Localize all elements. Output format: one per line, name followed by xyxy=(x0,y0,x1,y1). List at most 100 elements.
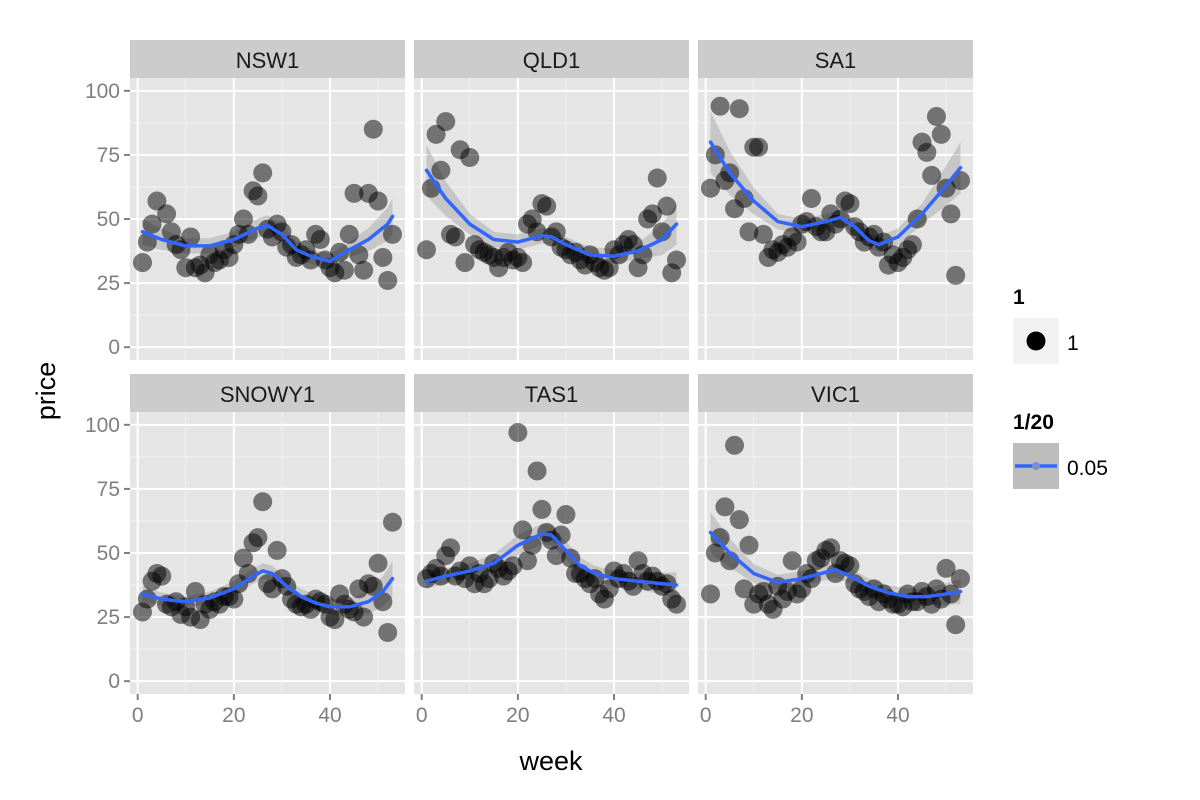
data-point xyxy=(551,525,571,545)
y-tick-label: 0 xyxy=(108,336,120,359)
facet-panel: TAS1 0 20 40 xyxy=(414,374,689,727)
data-point xyxy=(349,245,369,265)
data-point xyxy=(840,194,860,214)
facet-panel: SNOWY1 0 25 50 75 100 0 20 40 xyxy=(85,374,405,727)
y-tick-label: 75 xyxy=(97,144,120,167)
data-point xyxy=(936,558,956,578)
x-tick-label: 20 xyxy=(506,704,529,727)
data-point xyxy=(701,178,720,198)
facet-strip xyxy=(414,40,689,78)
facet-strip-label: TAS1 xyxy=(525,382,578,407)
legend: 1 1 1/20 0.05 xyxy=(1013,286,1108,489)
facet-panel: SA1 xyxy=(698,40,973,360)
x-tick-label: 40 xyxy=(602,704,625,727)
legend-title-smooth: 1/20 xyxy=(1013,411,1054,434)
data-point xyxy=(378,271,398,291)
data-point xyxy=(368,553,388,573)
x-tick-label: 0 xyxy=(416,704,428,727)
data-point xyxy=(710,96,730,116)
data-point xyxy=(787,232,807,252)
smooth-line xyxy=(708,140,963,247)
y-tick-label: 25 xyxy=(97,272,120,295)
facet-strip-label: QLD1 xyxy=(523,48,580,73)
data-point xyxy=(137,589,157,609)
data-point xyxy=(710,528,730,548)
data-point xyxy=(310,230,330,250)
data-point xyxy=(546,546,566,566)
data-point xyxy=(503,556,523,576)
y-tick-label: 100 xyxy=(85,414,120,437)
facet-strip xyxy=(698,40,973,78)
data-point xyxy=(642,204,662,224)
data-point xyxy=(248,186,268,206)
facet-strip-label: SA1 xyxy=(815,48,857,73)
data-point xyxy=(739,222,759,242)
y-tick-label: 75 xyxy=(97,478,120,501)
data-point xyxy=(715,497,735,517)
data-point xyxy=(417,240,436,260)
data-point xyxy=(157,204,177,224)
data-point xyxy=(513,253,533,273)
facet-panel: QLD1 xyxy=(414,40,689,360)
data-point xyxy=(253,163,273,183)
data-point xyxy=(749,137,769,157)
x-tick-label: 20 xyxy=(790,704,813,727)
facet-panel: VIC1 0 20 40 xyxy=(698,374,973,727)
data-point xyxy=(368,191,388,211)
data-point xyxy=(931,124,951,144)
data-point xyxy=(344,183,364,203)
data-point xyxy=(460,147,480,167)
data-point xyxy=(532,499,552,519)
data-point xyxy=(383,224,402,244)
data-point xyxy=(941,204,961,224)
data-point xyxy=(238,564,258,584)
y-axis-title: price xyxy=(31,362,61,421)
data-point xyxy=(517,551,537,571)
data-point xyxy=(657,196,677,216)
data-point xyxy=(363,119,383,139)
data-point xyxy=(354,260,374,280)
data-point xyxy=(152,566,172,586)
data-point xyxy=(248,528,268,548)
y-tick-label: 50 xyxy=(97,542,120,565)
data-point xyxy=(922,165,942,185)
data-point xyxy=(441,538,461,558)
data-point xyxy=(729,99,749,119)
x-tick-label: 40 xyxy=(886,704,909,727)
data-point xyxy=(926,106,946,126)
x-tick-label: 40 xyxy=(318,704,341,727)
data-point xyxy=(431,160,451,180)
smooth-line xyxy=(424,532,679,587)
x-tick-label: 0 xyxy=(700,704,712,727)
data-point xyxy=(840,556,860,576)
data-point xyxy=(378,622,398,642)
data-point xyxy=(233,209,253,229)
facet-panels: NSW1 0 25 50 75 100 QLD1 SA1 SNOWY1 0 25 50 75 100 0 20… xyxy=(85,40,973,727)
data-point xyxy=(917,142,937,162)
data-point xyxy=(946,615,966,635)
data-point xyxy=(267,540,287,560)
data-point xyxy=(181,227,201,247)
data-point xyxy=(445,227,465,247)
smooth-line xyxy=(708,530,963,599)
legend-title-point: 1 xyxy=(1013,286,1025,309)
data-point xyxy=(667,250,686,270)
data-point xyxy=(647,168,667,188)
data-point xyxy=(734,579,754,599)
data-point xyxy=(233,548,253,568)
data-point xyxy=(383,512,402,532)
facet-strip xyxy=(130,374,405,412)
x-tick-label: 0 xyxy=(132,704,144,727)
data-point xyxy=(363,576,383,596)
data-point xyxy=(902,235,922,255)
data-point xyxy=(729,510,749,530)
data-point xyxy=(513,520,533,540)
confidence-band xyxy=(426,144,677,264)
data-point xyxy=(739,535,759,555)
facet-strip xyxy=(698,374,973,412)
data-point xyxy=(253,492,273,512)
y-tick-label: 100 xyxy=(85,80,120,103)
data-point xyxy=(667,594,686,614)
facet-strip xyxy=(130,40,405,78)
